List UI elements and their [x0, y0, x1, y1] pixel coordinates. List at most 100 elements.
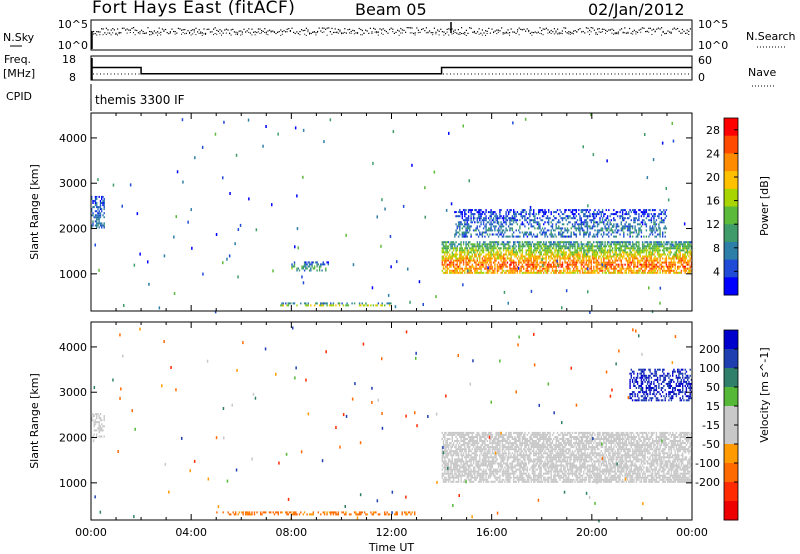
power-echo-cell — [533, 251, 535, 254]
power-echo-cell — [570, 243, 572, 246]
power-echo-cell — [316, 302, 318, 305]
nsky-point — [573, 30, 575, 32]
velocity-echo-cell — [446, 470, 448, 473]
power-echo-cell — [640, 259, 643, 262]
power-echo-cell — [543, 261, 545, 264]
power-echo-cell — [604, 225, 606, 228]
velocity-echo-cell — [457, 478, 460, 481]
power-echo-cell — [641, 211, 644, 214]
power-echo-cell — [521, 271, 524, 274]
power-echo-cell — [539, 271, 541, 274]
power-echo-cell — [650, 251, 653, 254]
power-echo-cell — [636, 247, 639, 250]
velocity-echo-cell — [469, 466, 471, 469]
power-echo-cell — [548, 241, 550, 244]
velocity-echo-cell — [457, 474, 460, 477]
power-echo-cell — [610, 255, 612, 258]
power-echo-cell — [645, 223, 648, 226]
velocity-echo-cell — [469, 446, 471, 449]
velocity-echo-cell — [462, 470, 465, 473]
power-echo-cell — [510, 271, 512, 274]
power-echo-cell — [665, 263, 668, 266]
power-echo-cell — [482, 211, 485, 214]
power-echo-cell — [584, 267, 586, 270]
velocity-echo-cell — [474, 448, 476, 451]
nsearch-point — [200, 31, 202, 33]
nsky-point — [505, 31, 507, 33]
power-echo-cell — [600, 211, 602, 214]
power-echo-cell — [626, 241, 629, 244]
velocity-echo-cell — [455, 440, 457, 442]
nsky-point — [341, 32, 343, 34]
power-echo-cell — [520, 261, 522, 264]
power-echo-cell — [512, 121, 514, 125]
power-echo-cell — [539, 255, 541, 258]
power-echo-cell — [628, 213, 630, 216]
power-echo-cell — [569, 249, 571, 252]
power-echo-cell — [511, 249, 514, 252]
power-echo-cell — [462, 235, 465, 238]
power-echo-cell — [442, 265, 445, 268]
power-echo-cell — [591, 271, 594, 274]
velocity-echo-cell — [477, 472, 480, 475]
power-echo-cell — [558, 247, 560, 250]
power-echo-cell — [571, 243, 574, 246]
power-echo-cell — [530, 233, 532, 236]
nsearch-point — [528, 31, 530, 33]
nsearch-point — [144, 33, 146, 35]
power-echo-cell — [575, 261, 577, 264]
power-echo-cell — [585, 259, 587, 262]
power-echo-cell — [280, 304, 282, 307]
nsky-point — [206, 28, 208, 30]
velocity-echo-cell — [464, 462, 466, 465]
power-echo-cell — [538, 247, 540, 250]
power-echo-cell — [553, 211, 555, 214]
power-echo-cell — [590, 245, 592, 248]
nsky-point — [555, 30, 557, 32]
power-echo-cell — [663, 245, 665, 248]
velocity-echo-cell — [472, 476, 475, 479]
power-echo-cell — [593, 251, 595, 254]
power-echo-cell — [491, 223, 494, 226]
power-echo-cell — [441, 243, 443, 246]
power-echo-cell — [660, 261, 663, 264]
power-echo-cell — [538, 221, 540, 224]
power-echo-cell — [600, 221, 602, 224]
power-echo-cell — [523, 255, 525, 258]
nsky-point — [256, 31, 258, 34]
nsearch-point — [237, 34, 238, 36]
power-echo-cell — [476, 271, 478, 274]
velocity-echo-cell — [454, 458, 456, 461]
velocity-echo-cell — [481, 474, 484, 477]
power-echo-cell — [630, 251, 632, 254]
power-echo-cell — [553, 245, 555, 248]
velocity-echo-cell — [484, 464, 486, 467]
power-echo-cell — [281, 302, 283, 305]
power-echo-cell — [556, 251, 559, 254]
power-echo-cell — [515, 255, 517, 258]
nsky-point — [192, 29, 194, 31]
power-echo-cell — [472, 251, 475, 254]
power-echo-cell — [654, 221, 656, 224]
power-echo-cell — [103, 212, 105, 215]
velocity-echo-cell — [472, 431, 475, 434]
nsky-point — [686, 29, 688, 31]
nsky-point — [273, 31, 275, 33]
power-echo-cell — [482, 271, 485, 274]
power-echo-cell — [578, 245, 580, 248]
power-echo-cell — [394, 305, 397, 309]
power-echo-cell — [529, 253, 531, 256]
power-echo-cell — [97, 208, 99, 211]
power-echo-cell — [689, 267, 691, 270]
power-echo-cell — [531, 261, 534, 264]
power-echo-cell — [462, 225, 465, 228]
nsky-point — [174, 31, 176, 33]
power-echo-cell — [585, 231, 587, 234]
nsearch-point — [307, 31, 309, 33]
power-echo-cell — [460, 259, 462, 262]
velocity-echo-cell — [444, 452, 446, 455]
power-echo-cell — [614, 249, 616, 252]
power-echo-cell — [482, 261, 485, 264]
velocity-echo-cell — [466, 433, 468, 436]
power-echo-cell — [604, 261, 606, 264]
